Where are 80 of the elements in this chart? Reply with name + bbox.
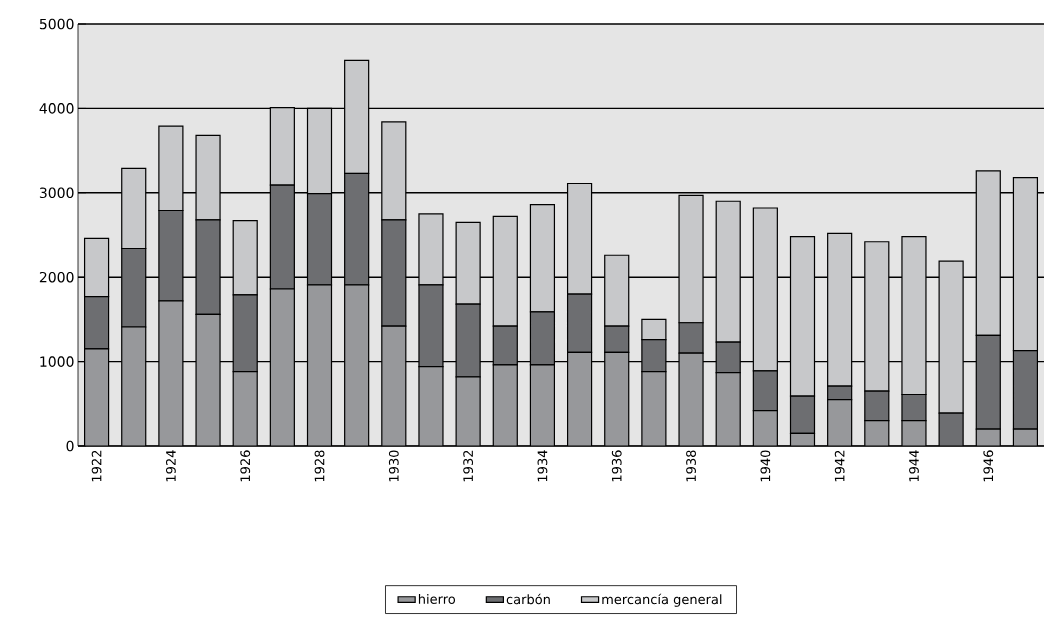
bar: [195, 219, 221, 315]
y-tick-label: 3000: [39, 187, 74, 199]
x-tick-label: 1934: [537, 450, 548, 482]
bar: [827, 399, 852, 446]
bar: [752, 370, 778, 412]
bar: [678, 194, 704, 324]
bar: [789, 395, 816, 434]
bar: [492, 215, 518, 327]
bar: [566, 182, 593, 295]
bar: [381, 326, 406, 446]
bar: [158, 300, 183, 446]
bar: [196, 314, 221, 446]
bar: [493, 364, 518, 446]
bar: [121, 326, 146, 446]
x-tick-label: 1930: [388, 450, 399, 482]
bar: [566, 293, 593, 353]
bar: [529, 311, 556, 366]
bar: [306, 193, 333, 286]
bar: [975, 334, 1001, 430]
legend-label: hierro: [418, 593, 456, 604]
bar: [232, 294, 258, 373]
y-tick-label: 5000: [39, 18, 74, 30]
x-tick-label: 1940: [760, 450, 771, 482]
bar: [604, 325, 630, 353]
bar: [418, 366, 443, 446]
bar: [789, 236, 816, 397]
bar: [232, 220, 258, 296]
bar: [158, 209, 184, 302]
bar: [344, 284, 369, 446]
y-tick-label: 0: [66, 440, 74, 452]
bar: [641, 318, 667, 341]
bar: [121, 247, 147, 328]
bar: [567, 352, 592, 446]
x-tick-label: 1942: [834, 450, 845, 482]
bar: [418, 213, 444, 286]
bar: [679, 353, 704, 446]
bar: [1012, 350, 1039, 430]
y-tick-label: 1000: [40, 356, 74, 367]
bar: [307, 284, 332, 446]
x-tick-label: 1922: [91, 450, 102, 482]
bar: [827, 232, 853, 387]
bar: [381, 219, 407, 327]
bar: [418, 284, 444, 368]
bar: [529, 204, 556, 313]
bar: [344, 172, 370, 286]
bar: [604, 254, 630, 327]
x-tick-label: 1946: [983, 450, 994, 482]
x-tick-label: 1924: [165, 450, 176, 482]
bar: [901, 236, 927, 396]
x-tick-label: 1936: [611, 450, 622, 482]
bar: [938, 260, 964, 414]
legend-label: carbón: [506, 593, 550, 605]
bar: [270, 289, 295, 446]
bar: [492, 325, 518, 366]
bar: [715, 200, 741, 343]
bar: [269, 184, 295, 290]
bar: [752, 207, 778, 372]
bar: [641, 371, 666, 446]
bar: [233, 371, 258, 446]
legend-label: mercancía general: [602, 593, 722, 607]
bar: [753, 410, 778, 446]
y-tick-label: 2000: [39, 271, 74, 283]
x-tick-label: 1928: [314, 450, 325, 482]
x-tick-label: 1926: [240, 450, 251, 482]
bar: [604, 352, 629, 446]
bar: [716, 372, 741, 446]
bar: [83, 296, 110, 350]
bar: [715, 341, 741, 374]
x-tick-label: 1938: [686, 450, 696, 482]
bar: [84, 348, 109, 446]
bar: [530, 364, 555, 446]
bar: [864, 241, 890, 392]
bar: [864, 390, 890, 422]
bar: [456, 376, 481, 446]
bar: [864, 420, 889, 446]
x-tick-label: 1944: [909, 450, 919, 482]
x-tick-label: 1932: [463, 450, 474, 482]
y-tick-label: 4000: [39, 103, 74, 114]
bar: [455, 221, 481, 305]
bar: [455, 303, 481, 378]
